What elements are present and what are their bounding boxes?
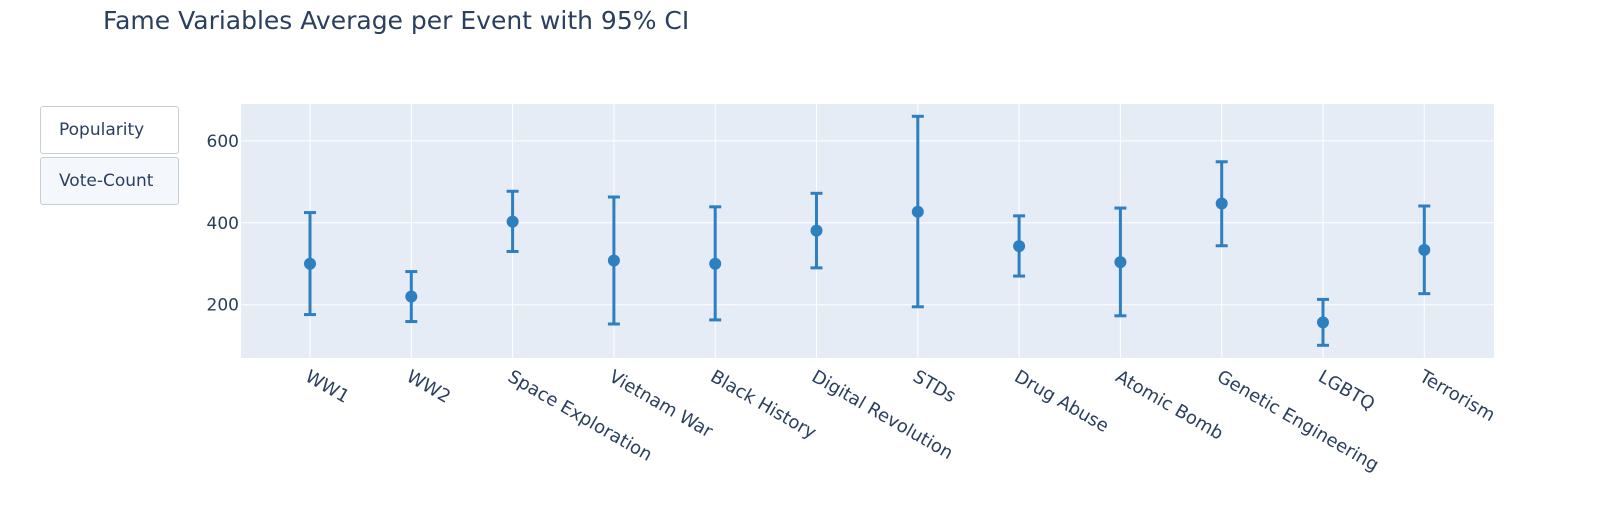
data-point <box>506 215 519 228</box>
x-tick-label: Atomic Bomb <box>1112 366 1227 444</box>
data-points <box>304 197 1431 329</box>
x-tick-label: Genetic Engineering <box>1213 366 1382 476</box>
x-tick-label: WW2 <box>403 366 454 408</box>
x-tick-label: LGBTQ <box>1315 366 1379 415</box>
variable-button-group: Popularity Vote-Count <box>40 106 179 208</box>
data-point <box>810 224 823 237</box>
x-tick-label: Drug Abuse <box>1011 366 1113 437</box>
vote-count-button[interactable]: Vote-Count <box>40 157 179 205</box>
x-tick-label: WW1 <box>302 366 353 408</box>
data-point <box>607 254 620 267</box>
data-point <box>1215 197 1228 210</box>
data-point <box>304 257 316 270</box>
data-point <box>911 205 924 218</box>
data-point <box>709 257 722 270</box>
x-tick-label: STDs <box>909 366 959 407</box>
data-point <box>1013 240 1026 253</box>
plot-area <box>241 104 1494 358</box>
y-tick-label: 600 <box>207 132 239 152</box>
y-tick-labels: 200 400 600 <box>207 132 239 316</box>
y-tick-label: 200 <box>207 296 239 316</box>
data-point <box>1317 316 1329 329</box>
x-tick-label: Terrorism <box>1415 366 1499 426</box>
x-tick-label: Black History <box>707 366 820 444</box>
y-gridlines <box>241 140 1494 306</box>
y-tick-label: 400 <box>207 214 239 234</box>
data-point <box>1418 243 1431 256</box>
data-point <box>405 290 418 303</box>
chart-title: Fame Variables Average per Event with 95… <box>103 6 690 35</box>
data-point <box>1114 256 1127 269</box>
popularity-button[interactable]: Popularity <box>40 106 179 154</box>
